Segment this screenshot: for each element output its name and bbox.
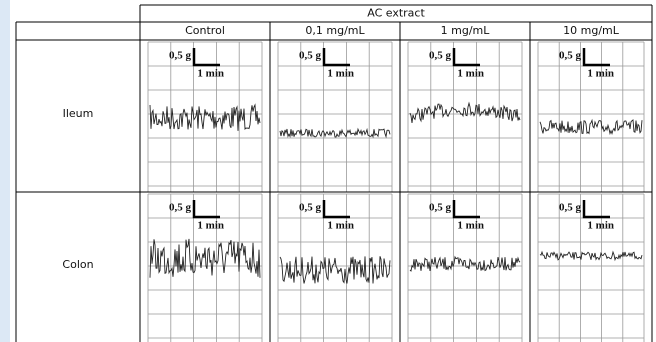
column-header: Control <box>185 24 225 37</box>
row-label: Ileum <box>63 107 94 120</box>
scale-force: 0,5 g <box>299 50 322 62</box>
trace <box>540 252 642 260</box>
scale-time: 1 min <box>197 220 224 232</box>
trace <box>280 256 390 283</box>
scale-time: 1 min <box>457 220 484 232</box>
figure: AC extract Control 0,1 mg/mL 1 mg/mL 10 mg/m… <box>0 0 656 342</box>
column-header: 1 mg/mL <box>441 24 491 37</box>
trace <box>410 257 520 271</box>
column-header: 0,1 mg/mL <box>305 24 365 37</box>
scale-force: 0,5 g <box>169 50 192 62</box>
scale-force: 0,5 g <box>429 202 452 214</box>
scale-time: 1 min <box>457 68 484 80</box>
scale-force: 0,5 g <box>169 202 192 214</box>
scale-force: 0,5 g <box>299 202 322 214</box>
scale-time: 1 min <box>327 68 354 80</box>
trace <box>540 120 642 134</box>
trace <box>150 105 260 131</box>
trace <box>150 239 260 278</box>
group-header: AC extract <box>367 7 425 20</box>
scale-time: 1 min <box>587 68 614 80</box>
table: AC extract Control 0,1 mg/mL 1 mg/mL 10 mg/m… <box>16 5 652 342</box>
trace <box>410 103 520 123</box>
scale-force: 0,5 g <box>429 50 452 62</box>
scale-time: 1 min <box>197 68 224 80</box>
scale-bar <box>584 48 610 65</box>
column-header: 10 mg/mL <box>563 24 620 37</box>
side-strip <box>0 0 10 342</box>
scale-force: 0,5 g <box>559 202 582 214</box>
scale-time: 1 min <box>327 220 354 232</box>
scale-bar <box>584 200 610 217</box>
scale-force: 0,5 g <box>559 50 582 62</box>
trace <box>280 129 390 137</box>
row-label: Colon <box>62 258 93 271</box>
scale-time: 1 min <box>587 220 614 232</box>
